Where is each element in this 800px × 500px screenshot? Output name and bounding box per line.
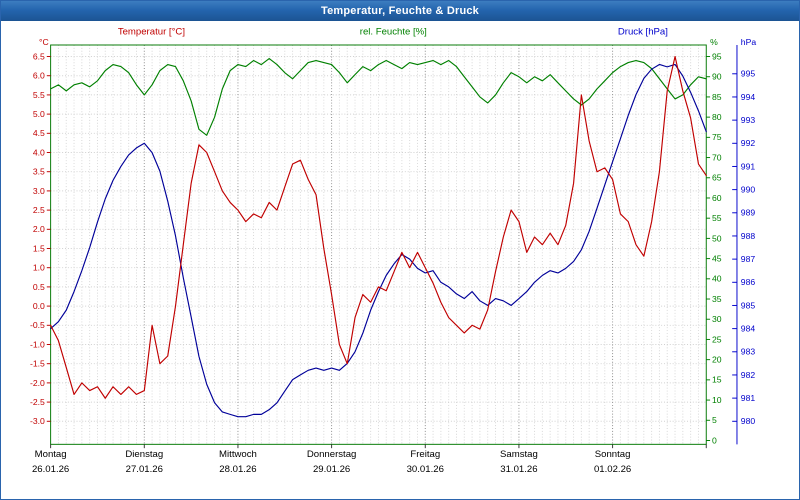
pres-tick-label: 988: [741, 231, 756, 241]
day-date-label: 26.01.26: [32, 464, 69, 475]
hum-tick-label: 85: [712, 92, 722, 102]
day-name-label: Sonntag: [595, 449, 631, 460]
pres-axis-title: Druck [hPa]: [618, 26, 668, 37]
pres-tick-label: 987: [741, 254, 756, 264]
day-name-label: Dienstag: [125, 449, 163, 460]
hum-tick-label: 75: [712, 132, 722, 142]
temp-tick-label: -0.5: [30, 320, 45, 330]
temp-tick-label: -3.0: [30, 416, 45, 426]
temp-unit-label: °C: [39, 37, 49, 47]
plot-frame: [50, 44, 707, 445]
hum-tick-label: 70: [712, 152, 722, 162]
hum-tick-label: 35: [712, 294, 722, 304]
day-date-label: 30.01.26: [407, 464, 444, 475]
pres-tick-label: 993: [741, 115, 756, 125]
temp-tick-label: 3.0: [33, 186, 45, 196]
hum-tick-label: 65: [712, 173, 722, 183]
pres-tick-label: 994: [741, 92, 756, 102]
pres-tick-label: 990: [741, 185, 756, 195]
hum-tick-label: 60: [712, 193, 722, 203]
chart-area: Temperatur [°C] rel. Feuchte [%] Druck […: [1, 21, 799, 499]
day-name-label: Donnerstag: [307, 449, 357, 460]
hum-tick-label: 90: [712, 72, 722, 82]
hum-tick-label: 40: [712, 274, 722, 284]
pres-tick-label: 995: [741, 69, 756, 79]
temp-tick-label: -2.5: [30, 397, 45, 407]
temp-tick-label: 2.5: [33, 205, 45, 215]
hum-tick-label: 10: [712, 395, 722, 405]
hum-tick-label: 25: [712, 334, 722, 344]
hum-tick-label: 30: [712, 314, 722, 324]
pres-tick-label: 992: [741, 138, 756, 148]
day-date-label: 31.01.26: [500, 464, 537, 475]
temp-tick-label: 6.5: [33, 51, 45, 61]
temp-tick-label: -1.5: [30, 359, 45, 369]
pres-tick-label: 981: [741, 393, 756, 403]
temp-tick-label: 6.0: [33, 71, 45, 81]
day-date-label: 01.02.26: [594, 464, 631, 475]
hum-axis-title: rel. Feuchte [%]: [360, 26, 427, 37]
pres-unit-label: hPa: [741, 37, 757, 47]
temp-series-line: [50, 55, 707, 399]
pres-tick-label: 983: [741, 347, 756, 357]
day-date-label: 29.01.26: [313, 464, 350, 475]
pres-tick-label: 984: [741, 324, 756, 334]
temp-tick-label: 3.5: [33, 167, 45, 177]
hum-tick-label: 15: [712, 375, 722, 385]
temp-tick-label: 4.0: [33, 147, 45, 157]
day-date-label: 27.01.26: [126, 464, 163, 475]
hum-tick-label: 0: [712, 435, 717, 445]
pres-tick-label: 989: [741, 208, 756, 218]
day-name-label: Samstag: [500, 449, 538, 460]
temp-tick-label: 1.0: [33, 263, 45, 273]
hum-unit-label: %: [710, 37, 718, 47]
day-name-label: Mittwoch: [219, 449, 257, 460]
temp-tick-label: 0.5: [33, 282, 45, 292]
hum-series-line: [50, 57, 707, 136]
temp-tick-label: -1.0: [30, 339, 45, 349]
plot-group: 6.5 6.0 5.5 5.0 4.5 4.0 3.5 3.0 2.5 2.0 1.5 1.0 0.5 0…: [30, 44, 756, 475]
hum-tick-label: 95: [712, 51, 722, 61]
pres-tick-label: 991: [741, 161, 756, 171]
window-titlebar[interactable]: Temperatur, Feuchte & Druck: [1, 1, 799, 21]
pres-tick-label: 982: [741, 370, 756, 380]
temp-tick-label: 1.5: [33, 243, 45, 253]
temp-tick-label: 0.0: [33, 301, 45, 311]
hum-tick-label: 45: [712, 253, 722, 263]
pres-tick-label: 980: [741, 416, 756, 426]
temp-tick-label: 5.0: [33, 109, 45, 119]
day-name-label: Montag: [35, 449, 67, 460]
pres-tick-label: 985: [741, 300, 756, 310]
temp-tick-label: -2.0: [30, 378, 45, 388]
day-name-label: Freitag: [410, 449, 440, 460]
hum-tick-label: 80: [712, 112, 722, 122]
day-date-label: 28.01.26: [219, 464, 256, 475]
temp-axis-title: Temperatur [°C]: [118, 26, 185, 37]
hum-tick-label: 55: [712, 213, 722, 223]
hum-tick-label: 20: [712, 355, 722, 365]
pres-tick-label: 986: [741, 277, 756, 287]
temp-tick-label: 4.5: [33, 128, 45, 138]
temp-tick-label: 5.5: [33, 90, 45, 100]
chart-canvas: Temperatur [°C] rel. Feuchte [%] Druck […: [30, 26, 757, 475]
pres-series-line: [50, 63, 707, 418]
hum-tick-label: 5: [712, 415, 717, 425]
hum-tick-label: 50: [712, 233, 722, 243]
temp-tick-label: 2.0: [33, 224, 45, 234]
window-title: Temperatur, Feuchte & Druck: [320, 5, 479, 17]
